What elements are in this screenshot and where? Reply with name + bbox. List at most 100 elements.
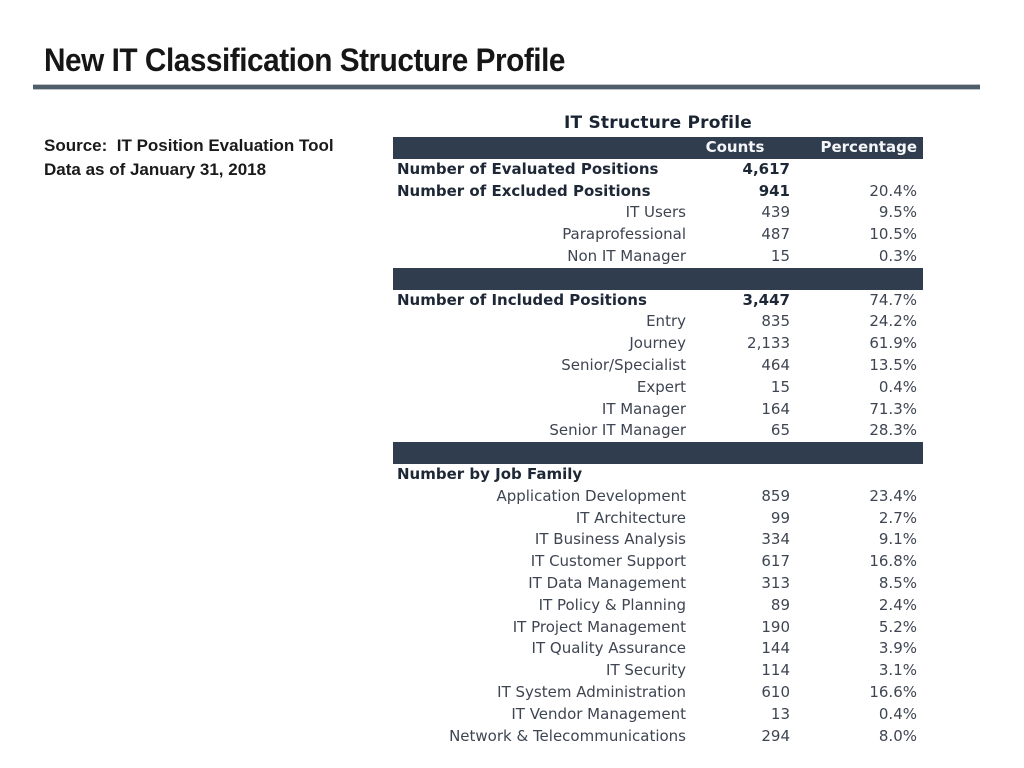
table-row: Number by Job Family xyxy=(393,464,923,486)
row-counts xyxy=(690,464,796,486)
row-percentage: 8.5% xyxy=(878,573,917,592)
header-counts: Counts xyxy=(705,138,765,156)
table-separator-bar xyxy=(393,267,923,290)
row-percentage: 16.6% xyxy=(869,682,917,701)
row-counts: 313 xyxy=(761,573,790,592)
table-row: Number of Excluded Positions 941 20.4% xyxy=(393,181,923,203)
source-note: Source: IT Position Evaluation Tool Data… xyxy=(44,134,334,182)
row-label: IT Business Analysis xyxy=(534,530,686,549)
row-percentage: 0.3% xyxy=(878,246,917,265)
row-percentage: 16.8% xyxy=(869,552,917,571)
header-percentage: Percentage xyxy=(820,138,917,156)
table-row: IT Quality Assurance 144 3.9% xyxy=(393,638,923,660)
it-structure-profile-table: IT Structure Profile Counts Percentage N… xyxy=(393,112,923,747)
row-percentage: 23.4% xyxy=(869,486,917,505)
table-row: IT System Administration 610 16.6% xyxy=(393,682,923,704)
table-row: Number of Evaluated Positions 4,617 xyxy=(393,159,923,181)
row-label: Paraprofessional xyxy=(562,225,686,244)
row-counts: 334 xyxy=(761,530,790,549)
row-percentage: 2.4% xyxy=(878,595,917,614)
table-header-row: Counts Percentage xyxy=(393,137,923,159)
table-row: Expert 15 0.4% xyxy=(393,377,923,399)
row-percentage: 71.3% xyxy=(869,399,917,418)
row-label: Application Development xyxy=(496,486,686,505)
row-percentage: 2.7% xyxy=(878,508,917,527)
row-counts: 464 xyxy=(761,355,790,374)
row-counts: 89 xyxy=(770,595,790,614)
row-percentage: 61.9% xyxy=(869,334,917,353)
row-counts: 114 xyxy=(761,661,790,680)
table-row: IT Users 439 9.5% xyxy=(393,202,923,224)
table-separator-bar xyxy=(393,442,923,464)
row-percentage: 3.9% xyxy=(878,639,917,658)
table-row: IT Security 114 3.1% xyxy=(393,660,923,682)
table-row: Network & Telecommunications 294 8.0% xyxy=(393,726,923,748)
row-label: IT Manager xyxy=(601,399,686,418)
row-label: IT Quality Assurance xyxy=(531,639,686,658)
table-row: IT Policy & Planning 89 2.4% xyxy=(393,595,923,617)
row-counts: 610 xyxy=(761,682,790,701)
row-counts: 4,617 xyxy=(742,159,790,178)
table-row: IT Customer Support 617 16.8% xyxy=(393,551,923,573)
row-label: Journey xyxy=(629,334,686,353)
table-row: IT Data Management 313 8.5% xyxy=(393,573,923,595)
table-row: Paraprofessional 487 10.5% xyxy=(393,224,923,246)
row-counts: 144 xyxy=(761,639,790,658)
row-percentage: 8.0% xyxy=(878,726,917,745)
row-counts: 439 xyxy=(761,203,790,222)
row-counts: 164 xyxy=(761,399,790,418)
row-percentage: 9.1% xyxy=(878,530,917,549)
row-label: Network & Telecommunications xyxy=(449,726,686,745)
row-percentage: 74.7% xyxy=(869,290,917,309)
row-label: Number of Excluded Positions xyxy=(397,181,651,200)
table-row: IT Manager 164 71.3% xyxy=(393,399,923,421)
row-percentage: 5.2% xyxy=(878,617,917,636)
row-label: Number of Evaluated Positions xyxy=(397,159,659,178)
row-label: Number of Included Positions xyxy=(397,290,647,309)
row-counts: 487 xyxy=(761,225,790,244)
row-percentage: 10.5% xyxy=(869,225,917,244)
row-counts: 65 xyxy=(770,421,790,440)
row-percentage: 0.4% xyxy=(878,704,917,723)
row-percentage: 3.1% xyxy=(878,661,917,680)
row-counts: 15 xyxy=(770,377,790,396)
row-percentage: 28.3% xyxy=(869,421,917,440)
row-label: IT Vendor Management xyxy=(511,704,686,723)
title-underline-rule xyxy=(33,85,980,89)
table-row: Number of Included Positions 3,447 74.7% xyxy=(393,290,923,312)
row-label: IT Architecture xyxy=(575,508,686,527)
row-counts: 2,133 xyxy=(747,334,790,353)
row-counts: 617 xyxy=(761,552,790,571)
row-percentage xyxy=(796,159,923,181)
row-counts: 15 xyxy=(770,246,790,265)
row-percentage: 9.5% xyxy=(878,203,917,222)
row-label: IT Project Management xyxy=(512,617,686,636)
row-label: IT System Administration xyxy=(497,682,686,701)
row-label: Senior/Specialist xyxy=(561,355,686,374)
row-counts: 941 xyxy=(758,181,790,200)
row-counts: 294 xyxy=(761,726,790,745)
row-percentage: 0.4% xyxy=(878,377,917,396)
row-label: IT Security xyxy=(606,661,686,680)
row-counts: 99 xyxy=(770,508,790,527)
row-label: IT Data Management xyxy=(528,573,686,592)
source-line-2: Data as of January 31, 2018 xyxy=(44,160,267,179)
table-title: IT Structure Profile xyxy=(564,113,752,133)
table-row: IT Architecture 99 2.7% xyxy=(393,508,923,530)
row-label: Non IT Manager xyxy=(567,246,686,265)
table-row: Senior IT Manager 65 28.3% xyxy=(393,420,923,442)
table-row: Senior/Specialist 464 13.5% xyxy=(393,355,923,377)
table-row: Application Development 859 23.4% xyxy=(393,486,923,508)
row-counts: 3,447 xyxy=(742,290,790,309)
row-counts: 190 xyxy=(761,617,790,636)
page-title: New IT Classification Structure Profile xyxy=(44,42,565,78)
row-label: Senior IT Manager xyxy=(549,421,686,440)
row-percentage: 20.4% xyxy=(869,181,917,200)
header-label-spacer xyxy=(393,137,690,159)
table-row: IT Project Management 190 5.2% xyxy=(393,617,923,639)
row-label: IT Policy & Planning xyxy=(538,595,686,614)
row-percentage: 13.5% xyxy=(869,355,917,374)
table-row: Journey 2,133 61.9% xyxy=(393,333,923,355)
table-row: Entry 835 24.2% xyxy=(393,311,923,333)
